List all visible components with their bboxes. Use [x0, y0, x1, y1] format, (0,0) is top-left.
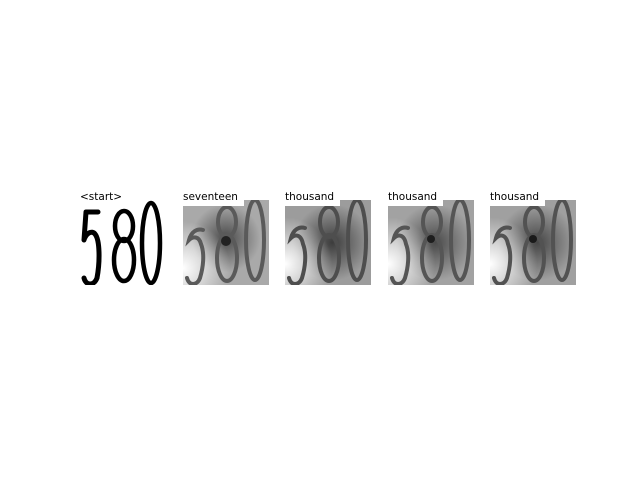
label-thousand-1: thousand [285, 188, 341, 206]
attention-map-thousand-3 [490, 200, 576, 285]
attention-map-thousand-1 [285, 200, 371, 285]
label-start: <start> [80, 188, 129, 206]
label-seventeen: seventeen [183, 188, 244, 206]
label-thousand-3: thousand [490, 188, 546, 206]
label-thousand-2: thousand [388, 188, 444, 206]
input-digit-image: 580 [80, 200, 166, 285]
attention-map-thousand-2 [388, 200, 474, 285]
attention-map-seventeen [183, 200, 269, 285]
